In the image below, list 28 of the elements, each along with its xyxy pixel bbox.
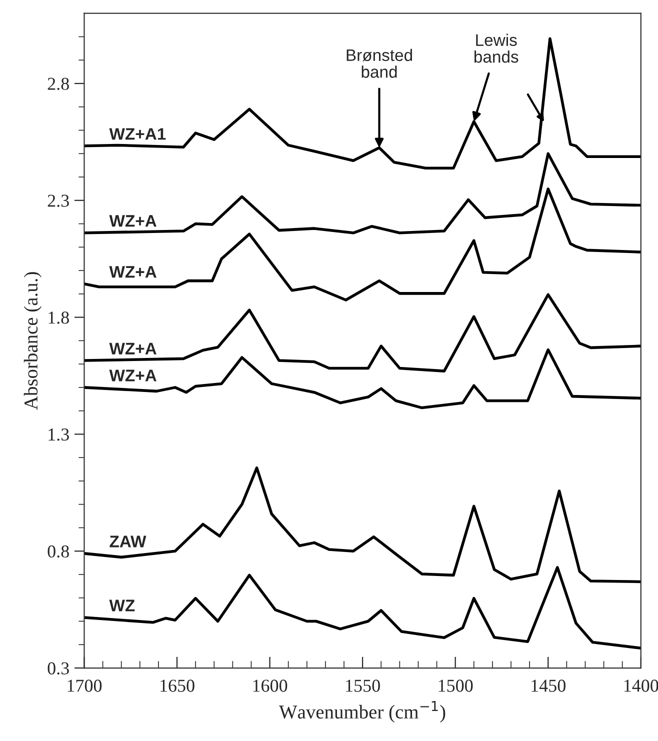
series-label: WZ — [109, 600, 135, 612]
x-tick-label: 1700 — [68, 680, 102, 692]
x-tick-label: 1550 — [346, 680, 380, 692]
y-tick-label: 0.3 — [48, 662, 69, 675]
x-tick-label: 1400 — [624, 680, 658, 692]
y-tick-label: 2.8 — [48, 78, 69, 90]
line-series — [84, 566, 641, 650]
series-label: WZ+A — [109, 342, 156, 354]
x-tick-label: 1600 — [253, 680, 288, 692]
y-tick-label: 2.3 — [48, 194, 69, 207]
series-label: WZ+A1 — [109, 128, 166, 140]
series-label: WZ+A — [109, 370, 156, 382]
x-tick-label: 1650 — [160, 680, 194, 692]
x-axis-title: Wavenumber (cm$^{−1}$) — [278, 701, 446, 723]
line-series — [84, 188, 641, 302]
y-tick-label: 1.8 — [48, 312, 69, 324]
x-tick-label: 1500 — [438, 680, 473, 692]
x-tick-label: 1450 — [532, 680, 566, 692]
line-series — [84, 152, 641, 234]
series-label: WZ+A — [109, 215, 156, 227]
y-tick-label: 1.3 — [48, 428, 69, 441]
series-label: ZAW — [110, 536, 146, 548]
annotation: Lewis bands — [474, 34, 518, 63]
series-label: WZ+A — [109, 266, 156, 278]
y-axis-title: Absorbance (a.u.) — [24, 272, 42, 410]
annotation: Brønsted band — [346, 48, 412, 78]
y-tick-label: 0.8 — [48, 545, 69, 558]
line-series — [84, 466, 641, 584]
